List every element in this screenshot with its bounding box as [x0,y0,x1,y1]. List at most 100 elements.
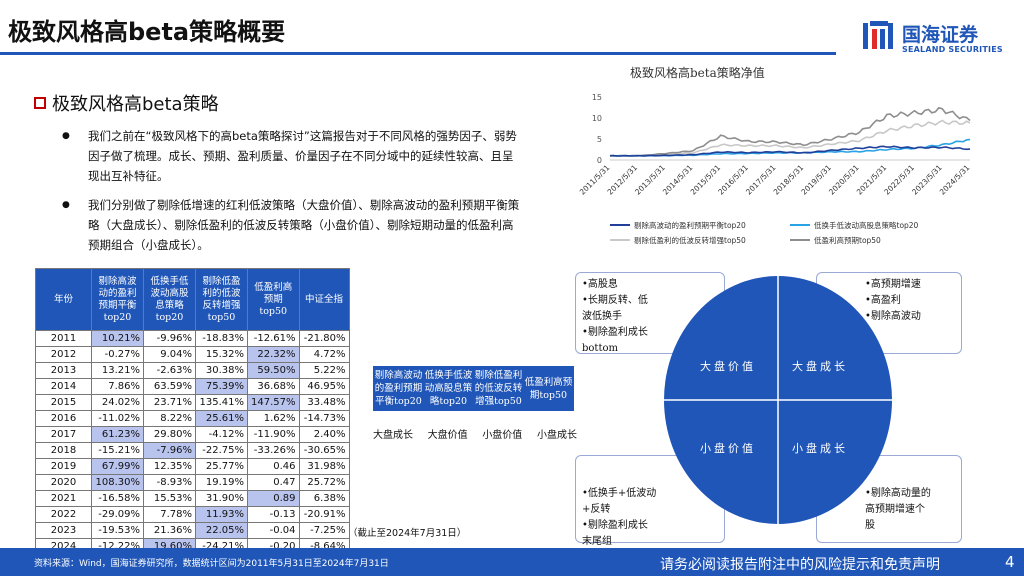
quadrant-item: 末尾组 [582,536,612,547]
legend-label: 低换手低波动高股息策略top20 [814,220,919,230]
year-cell: 2021 [35,490,92,507]
quadrant-item: +反转 [582,504,611,515]
quadrant-item: 高预期增速个 [865,504,925,515]
value-cell: -9.96% [143,330,196,347]
value-cell: 31.98% [298,458,350,475]
strategy-style-labels: 大盘成长 大盘价值 小盘价值 小盘成长 [373,426,577,441]
series-line [609,145,971,157]
value-cell: 8.22% [143,410,196,427]
table-row: 2017 61.23% 29.80% -4.12% -11.90% 2.40% [35,426,350,443]
quadrant-item: •剔除盈利成长 [582,327,648,338]
legend-label: 低盈利高预期top50 [814,235,881,245]
value-cell: 9.04% [143,346,196,363]
value-cell: 22.05% [195,522,248,539]
value-cell: 24.02% [91,394,144,411]
table-row: 2018 -15.21% -7.96% -22.75% -33.26% -30.65% [35,442,350,459]
year-cell: 2014 [35,378,92,395]
bullet-list: 我们之前在“极致风格下的高beta策略探讨”这篇报告对于不同风格的强势因子、弱势… [62,126,522,264]
table-row: 2023 -19.53% 21.36% 22.05% -0.04 -7.25% [35,522,350,539]
value-cell: 19.19% [195,474,248,491]
table-row: 2012 -0.27% 9.04% 15.32% 22.32% 4.72% [35,346,350,363]
table-header-cell: 剔除低盈利的低波反转增强top50 [195,268,248,331]
quadrant-item: •剔除高波动 [865,311,921,322]
strategy-style-table: 剔除高波动的盈利预期平衡top20 低换手低波动高股息策略top20 剔除低盈利… [373,366,574,411]
value-cell: 36.68% [247,378,300,395]
value-cell: 46.95% [298,378,350,395]
value-cell: 75.39% [195,378,248,395]
year-cell: 2012 [35,346,92,363]
year-cell: 2020 [35,474,92,491]
quadrant-label-big-growth: 大盘成长 [792,360,848,373]
quadrant-item: •剔除盈利成长 [582,520,648,531]
value-cell: 147.57% [247,394,300,411]
table-row: 2015 24.02% 23.71% 135.41% 147.57% 33.48% [35,394,350,411]
year-cell: 2015 [35,394,92,411]
quadrant-item: •高预期增速 [865,279,921,290]
legend-label: 剔除低盈利的低波反转增强top50 [634,235,746,245]
value-cell: 6.38% [298,490,350,507]
value-cell: -8.93% [143,474,196,491]
quadrant-item: bottom [582,343,618,354]
page-title: 极致风格高beta策略概要 [8,18,286,46]
value-cell: 4.72% [298,346,350,363]
table-row: 2021 -16.58% 15.53% 31.90% 0.89 6.38% [35,490,350,507]
value-cell: 10.21% [91,330,144,347]
value-cell: -15.21% [91,442,144,459]
year-cell: 2018 [35,442,92,459]
value-cell: -2.63% [143,362,196,379]
value-cell: 108.30% [91,474,144,491]
bullet-item: 我们分别做了剔除低增速的红利低波策略（大盘价值）、剔除高波动的盈利预期平衡策略（… [62,195,522,255]
value-cell: -11.02% [91,410,144,427]
value-cell: -30.65% [298,442,350,459]
series-line [609,106,971,157]
table-note: （截止至2024年7月31日） [348,528,467,539]
year-cell: 2016 [35,410,92,427]
value-cell: 11.93% [195,506,248,523]
year-cell: 2011 [35,330,92,347]
quadrant-item: •高盈利 [865,295,901,306]
year-cell: 2019 [35,458,92,475]
quadrant-item: •高股息 [582,279,618,290]
quadrant-item: 波低换手 [582,311,622,322]
value-cell: -19.53% [91,522,144,539]
table-row: 2019 67.99% 12.35% 25.77% 0.46 31.98% [35,458,350,475]
value-cell: 29.80% [143,426,196,443]
nav-line-chart: 0510152011/5/312012/5/312013/5/312014/5/… [578,93,972,245]
value-cell: -0.13 [247,506,300,523]
value-cell: -33.26% [247,442,300,459]
annual-returns-table: 年份 剔除高波动的盈利预期平衡top20 低换手低波动高股息策略top20 剔除低盈利… [35,268,350,555]
quadrant-label-small-value: 小盘价值 [700,442,756,455]
value-cell: -12.61% [247,330,300,347]
value-cell: 0.89 [247,490,300,507]
table-row: 2011 10.21% -9.96% -18.83% -12.61% -21.80% [35,330,350,347]
value-cell: 1.62% [247,410,300,427]
value-cell: -14.73% [298,410,350,427]
style-label: 大盘成长 [373,430,413,441]
value-cell: -16.58% [91,490,144,507]
mini-header: 低盈利高预期top50 [523,366,574,411]
table-header-cell: 低换手低波动高股息策略top20 [143,268,196,331]
series-line [609,119,971,157]
value-cell: -0.27% [91,346,144,363]
table-header-cell: 低盈利高预期top50 [247,268,300,331]
year-cell: 2023 [35,522,92,539]
style-label: 小盘价值 [482,430,523,441]
value-cell: -18.83% [195,330,248,347]
value-cell: 12.35% [143,458,196,475]
value-cell: 25.77% [195,458,248,475]
style-label: 大盘价值 [427,430,468,441]
value-cell: -7.25% [298,522,350,539]
mini-header: 剔除高波动的盈利预期平衡top20 [373,366,424,411]
x-tick-label: 2024/5/31 [938,163,972,197]
value-cell: -0.04 [247,522,300,539]
value-cell: -20.91% [298,506,350,523]
value-cell: 7.86% [91,378,144,395]
table-row: 2014 7.86% 63.59% 75.39% 36.68% 46.95% [35,378,350,395]
value-cell: 25.72% [298,474,350,491]
chart-title: 极致风格高beta策略净值 [630,66,765,80]
value-cell: 22.32% [247,346,300,363]
table-row: 2013 13.21% -2.63% 30.38% 59.50% 5.22% [35,362,350,379]
table-row: 2022 -29.09% 7.78% 11.93% -0.13 -20.91% [35,506,350,523]
year-cell: 2017 [35,426,92,443]
quadrant-item: •剔除高动量的 [865,488,931,499]
